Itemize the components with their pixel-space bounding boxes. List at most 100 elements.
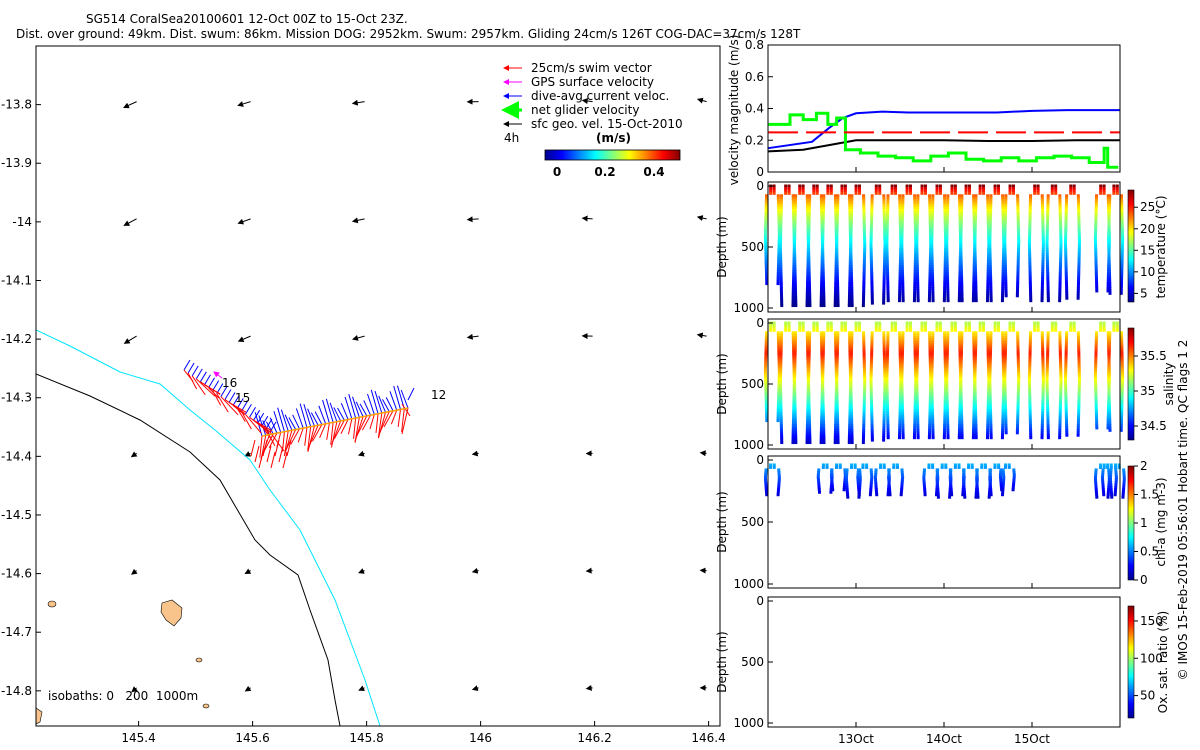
profile-sample	[989, 411, 993, 415]
profile-sample	[928, 274, 932, 278]
profile-sample	[1072, 191, 1076, 195]
profile-sample	[898, 414, 902, 418]
profile-sample	[833, 433, 837, 437]
profile-sample	[870, 299, 874, 303]
profile-sample	[1028, 394, 1032, 398]
profile-sample	[777, 250, 781, 254]
profile-sample	[870, 358, 874, 362]
profile-sample	[849, 404, 853, 408]
profile-sample	[915, 238, 919, 242]
profile-sample	[898, 399, 902, 403]
profile-sample	[812, 323, 816, 327]
profile-sample	[989, 279, 993, 283]
profile-sample	[1041, 397, 1045, 401]
dac-vector	[359, 403, 368, 417]
profile-sample	[993, 186, 997, 190]
profile-sample	[946, 289, 950, 293]
profile-sample	[792, 348, 796, 352]
profile-sample	[1072, 328, 1076, 332]
profile-sample	[930, 404, 934, 408]
profile-sample	[913, 360, 917, 364]
profile-sample	[792, 277, 796, 281]
profile-sample	[1058, 291, 1062, 295]
profile-sample	[848, 286, 852, 290]
profile-sample	[882, 272, 886, 276]
profile-sample	[913, 404, 917, 408]
profile-sample	[1001, 196, 1005, 200]
profile-sample	[901, 294, 905, 298]
profile-sample	[1028, 265, 1032, 269]
profile-sample	[836, 416, 840, 420]
profile-sample	[986, 416, 990, 420]
map-ytick-label: -13.8	[1, 98, 32, 112]
profile-sample	[885, 392, 889, 396]
profile-sample	[869, 397, 873, 401]
profile-sample	[835, 465, 839, 469]
profile-sample	[989, 333, 993, 337]
profile-sample	[793, 367, 797, 371]
profile-sample	[807, 416, 811, 420]
profile-sample	[928, 279, 932, 283]
profile-sample	[819, 433, 823, 437]
profile-sample	[886, 431, 890, 435]
profile-sample	[1108, 284, 1112, 288]
profile-sample	[1041, 245, 1045, 249]
profile-sample	[973, 240, 977, 244]
profile-sample	[897, 436, 901, 440]
profile-sample	[1119, 194, 1123, 198]
profile-sample	[1028, 260, 1032, 264]
profile-sample	[801, 323, 805, 327]
profile-sample	[1077, 247, 1081, 251]
profile-sample	[779, 284, 783, 288]
profile-sample	[930, 409, 934, 413]
profile-sample	[848, 291, 852, 295]
profile-sample	[938, 184, 942, 188]
profile-sample	[1058, 338, 1062, 342]
profile-sample	[898, 421, 902, 425]
profile-sample	[1102, 189, 1106, 193]
profile-sample	[1121, 372, 1125, 376]
sfc-velocity-arrow	[123, 218, 137, 226]
profile-sample	[862, 262, 866, 266]
profile-sample	[843, 470, 847, 474]
profile-sample	[856, 470, 860, 474]
profile-sample	[898, 286, 902, 290]
profile-sample	[1094, 414, 1098, 418]
swim-vector	[240, 411, 252, 430]
dac-vector	[303, 403, 312, 427]
profile-sample	[898, 419, 902, 423]
profile-sample	[915, 216, 919, 220]
profile-sample	[861, 441, 865, 445]
profile-sample	[960, 341, 964, 345]
profile-sample	[1040, 433, 1044, 437]
profile-sample	[915, 250, 919, 254]
profile-sample	[1040, 431, 1044, 435]
colorbar-tick-label: 35.5	[1140, 349, 1167, 363]
profile-sample	[784, 189, 788, 193]
profile-sample	[764, 343, 768, 347]
profile-sample	[945, 221, 949, 225]
profile-sample	[1077, 348, 1081, 352]
profile-sample	[1028, 282, 1032, 286]
swim-vector	[330, 422, 334, 445]
profile-sample	[1016, 341, 1020, 345]
profile-sample	[988, 377, 992, 381]
profile-sample	[849, 228, 853, 232]
dac-vector	[195, 368, 203, 380]
profile-sample	[988, 382, 992, 386]
profile-sample	[793, 255, 797, 259]
profile-sample	[821, 394, 825, 398]
profile-sample	[764, 216, 768, 220]
profile-sample	[953, 323, 957, 327]
profile-sample	[874, 326, 878, 330]
profile-sample	[1059, 262, 1063, 266]
profile-sample	[787, 186, 791, 190]
profile-sample	[928, 206, 932, 210]
profile-sample	[1059, 257, 1063, 261]
profile-sample	[935, 191, 939, 195]
velocity-lines	[767, 109, 1120, 169]
profile-sample	[878, 328, 882, 332]
profile-sample	[1003, 367, 1007, 371]
profile-sample	[887, 478, 891, 482]
